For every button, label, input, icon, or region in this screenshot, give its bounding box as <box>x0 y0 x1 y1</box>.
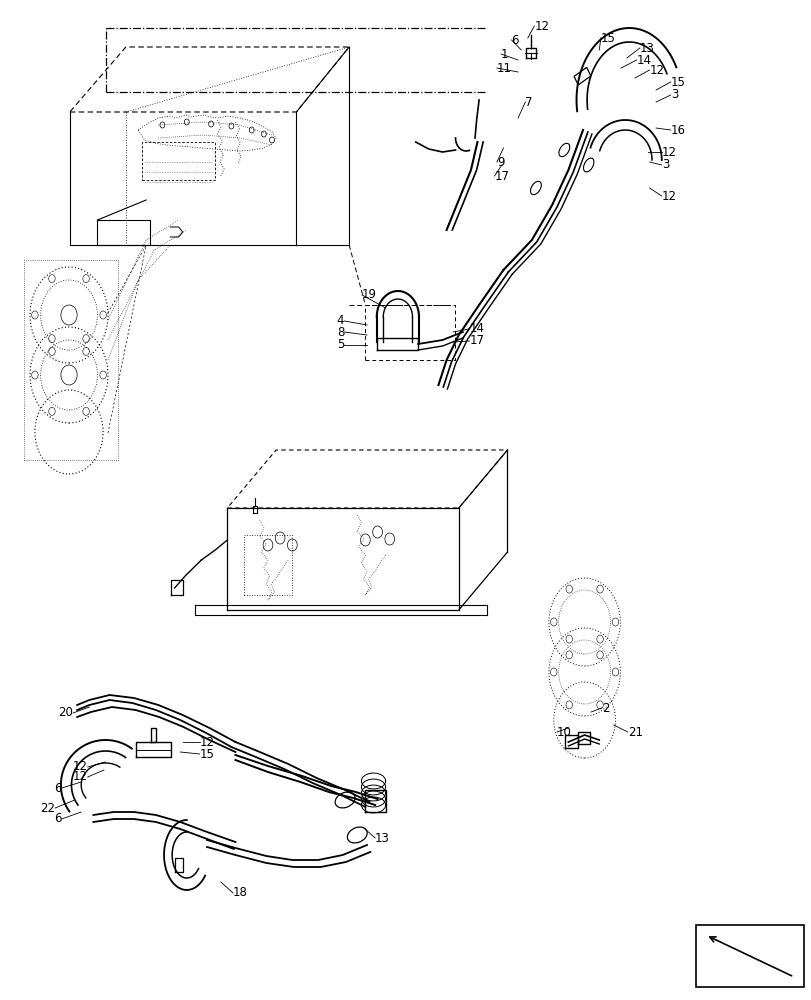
Text: 12: 12 <box>661 190 676 202</box>
Ellipse shape <box>335 792 354 808</box>
Text: 16: 16 <box>670 123 684 136</box>
Text: 6: 6 <box>54 812 62 826</box>
Text: 4: 4 <box>337 314 344 328</box>
Text: 8: 8 <box>337 326 344 338</box>
Ellipse shape <box>558 143 569 157</box>
Text: 18: 18 <box>233 886 247 900</box>
Text: 12: 12 <box>73 760 88 774</box>
Text: 5: 5 <box>337 338 344 352</box>
Text: 6: 6 <box>511 33 518 46</box>
Text: 11: 11 <box>496 62 511 75</box>
Text: 2: 2 <box>601 702 608 714</box>
Text: 6: 6 <box>54 782 62 794</box>
Text: 15: 15 <box>670 76 684 89</box>
Text: 21: 21 <box>627 726 642 738</box>
Ellipse shape <box>530 181 541 195</box>
Text: 3: 3 <box>670 89 677 102</box>
Text: 13: 13 <box>375 832 389 844</box>
Text: 12: 12 <box>661 145 676 158</box>
Ellipse shape <box>583 158 593 172</box>
Text: 1: 1 <box>500 47 508 60</box>
Text: 12: 12 <box>73 770 88 784</box>
Text: 12: 12 <box>200 736 214 748</box>
Text: 19: 19 <box>362 288 376 302</box>
Text: 17: 17 <box>494 169 508 182</box>
Bar <box>573 67 590 85</box>
Text: 7: 7 <box>525 96 532 108</box>
Text: 3: 3 <box>661 158 668 172</box>
Text: 9: 9 <box>496 155 504 168</box>
Ellipse shape <box>347 827 367 843</box>
Text: 15: 15 <box>200 748 214 760</box>
Text: 13: 13 <box>639 41 654 54</box>
Text: 15: 15 <box>600 31 615 44</box>
Text: 17: 17 <box>469 334 483 348</box>
Text: 14: 14 <box>636 53 650 66</box>
Text: 12: 12 <box>534 19 548 32</box>
Text: 10: 10 <box>556 726 571 738</box>
Bar <box>695 925 803 987</box>
Text: 14: 14 <box>469 322 483 336</box>
Text: 20: 20 <box>58 706 73 720</box>
Text: 12: 12 <box>649 64 663 77</box>
Text: 22: 22 <box>41 802 55 814</box>
